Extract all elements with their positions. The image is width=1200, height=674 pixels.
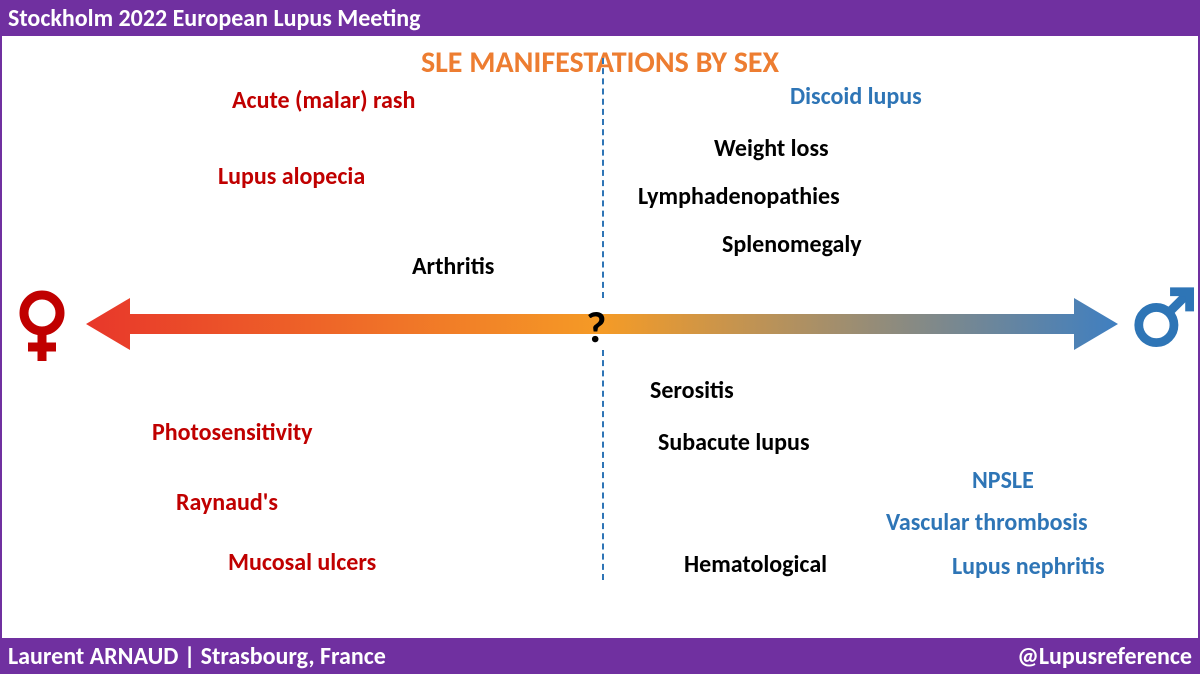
manifestation-label: Arthritis	[412, 252, 494, 281]
manifestation-label: NPSLE	[972, 466, 1034, 495]
manifestation-label: Lupus nephritis	[952, 552, 1105, 581]
footer-author: Laurent ARNAUD | Strasbourg, France	[8, 642, 386, 671]
manifestation-label: Acute (malar) rash	[232, 86, 415, 115]
header-bar: Stockholm 2022 European Lupus Meeting	[0, 0, 1200, 36]
manifestation-label: Lupus alopecia	[218, 162, 365, 191]
manifestation-label: Weight loss	[714, 134, 829, 163]
center-divider-bottom	[602, 350, 604, 580]
center-divider-top	[602, 58, 604, 298]
footer-handle: @Lupusreference	[1017, 642, 1192, 671]
manifestation-label: Raynaud's	[176, 488, 278, 517]
footer-bar: Laurent ARNAUD | Strasbourg, France @Lup…	[0, 638, 1200, 674]
question-mark: ?	[586, 300, 606, 354]
manifestation-label: Hematological	[684, 550, 827, 579]
male-symbol-icon	[1129, 282, 1199, 352]
slide-title: SLE MANIFESTATIONS BY SEX	[2, 44, 1198, 81]
manifestation-label: Lymphadenopathies	[638, 182, 840, 211]
manifestation-label: Photosensitivity	[152, 418, 313, 447]
manifestation-label: Vascular thrombosis	[886, 508, 1088, 537]
manifestation-label: Splenomegaly	[722, 230, 862, 259]
female-symbol-icon	[10, 289, 74, 369]
header-text: Stockholm 2022 European Lupus Meeting	[8, 4, 421, 33]
content-frame: SLE MANIFESTATIONS BY SEX ? Acute (malar…	[0, 36, 1200, 638]
manifestation-label: Discoid lupus	[790, 82, 922, 111]
manifestation-label: Serositis	[650, 376, 734, 405]
manifestation-label: Mucosal ulcers	[228, 548, 376, 577]
manifestation-label: Subacute lupus	[658, 428, 810, 457]
